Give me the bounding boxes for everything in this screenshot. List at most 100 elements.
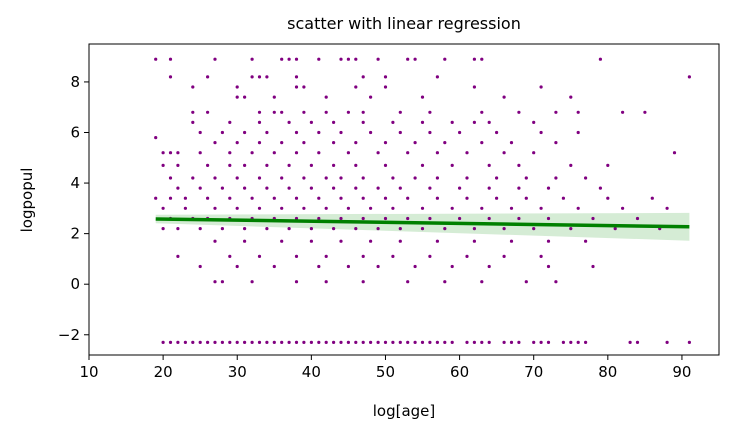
data-point: [250, 196, 254, 200]
y-tick-label: 6: [70, 123, 80, 141]
data-point: [391, 254, 395, 258]
data-point: [487, 340, 491, 344]
data-point: [517, 186, 521, 190]
data-point: [443, 280, 447, 284]
data-point: [532, 227, 536, 231]
x-tick-label: 70: [524, 363, 543, 381]
data-point: [487, 120, 491, 124]
data-point: [339, 340, 343, 344]
y-tick-label: −2: [58, 326, 80, 344]
data-point: [376, 57, 380, 61]
data-point: [458, 216, 462, 221]
x-tick-label: 50: [376, 363, 395, 381]
data-point: [243, 130, 247, 135]
data-point: [480, 280, 484, 284]
data-point: [265, 75, 269, 79]
data-point: [332, 120, 336, 124]
data-point: [383, 196, 388, 200]
data-point: [324, 254, 328, 258]
data-point: [294, 280, 299, 284]
data-point: [435, 340, 439, 344]
data-point: [428, 216, 432, 221]
data-point: [272, 151, 276, 155]
data-point: [546, 186, 551, 190]
data-point: [332, 186, 336, 190]
data-point: [228, 120, 232, 124]
data-point: [524, 176, 528, 180]
data-point: [376, 340, 380, 344]
data-point: [235, 141, 239, 145]
data-point: [154, 136, 158, 140]
data-point: [376, 227, 380, 231]
data-point: [154, 57, 158, 61]
data-point: [235, 340, 239, 344]
data-point: [206, 110, 210, 114]
data-point: [383, 163, 388, 167]
data-point: [272, 95, 276, 99]
x-axis: 10 20 30 40 50 60 70 80 90: [79, 355, 691, 381]
data-point: [472, 85, 476, 89]
data-point: [495, 196, 499, 200]
data-point: [480, 141, 484, 145]
data-point: [220, 130, 224, 135]
x-tick-label: 40: [302, 363, 321, 381]
data-point: [257, 110, 262, 114]
data-point: [465, 340, 469, 344]
data-point: [376, 264, 380, 269]
data-point: [280, 340, 284, 344]
x-tick-label: 60: [450, 363, 469, 381]
data-point: [287, 163, 291, 167]
data-point: [635, 216, 640, 221]
data-point: [228, 340, 232, 344]
data-point: [317, 264, 321, 269]
data-point: [584, 239, 588, 243]
data-point: [576, 110, 580, 114]
data-point: [220, 186, 224, 190]
data-point: [213, 57, 217, 61]
data-point: [257, 120, 262, 124]
data-point: [280, 141, 284, 145]
data-point: [569, 163, 573, 167]
data-point: [168, 196, 173, 200]
data-point: [168, 340, 173, 344]
data-point: [250, 57, 254, 61]
data-point: [435, 176, 439, 180]
data-point: [235, 206, 239, 210]
data-point: [517, 340, 521, 344]
data-point: [458, 186, 462, 190]
data-point: [584, 340, 588, 344]
data-point: [413, 57, 417, 61]
data-point: [369, 340, 373, 344]
data-point: [294, 57, 299, 61]
data-point: [324, 206, 328, 210]
data-point: [324, 280, 328, 284]
data-point: [487, 216, 491, 221]
data-point: [480, 57, 484, 61]
data-point: [161, 340, 165, 344]
data-point: [213, 340, 217, 344]
data-point: [213, 206, 217, 210]
data-point: [502, 254, 506, 258]
data-point: [361, 196, 365, 200]
data-point: [420, 206, 425, 210]
data-point: [317, 196, 321, 200]
data-point: [465, 151, 469, 155]
data-point: [191, 176, 195, 180]
data-point: [465, 176, 469, 180]
data-point: [354, 340, 358, 344]
y-axis-label: logpopul: [18, 168, 36, 233]
data-point: [576, 340, 580, 344]
data-point: [309, 239, 313, 243]
data-point: [391, 206, 395, 210]
x-tick-label: 80: [598, 363, 617, 381]
data-point: [302, 85, 306, 89]
data-point: [339, 130, 343, 135]
data-point: [339, 57, 343, 61]
data-point: [383, 216, 388, 221]
data-point: [317, 216, 321, 221]
data-point: [168, 176, 173, 180]
data-point: [539, 206, 543, 210]
data-point: [294, 254, 299, 258]
data-point: [191, 340, 195, 344]
data-point: [428, 130, 432, 135]
